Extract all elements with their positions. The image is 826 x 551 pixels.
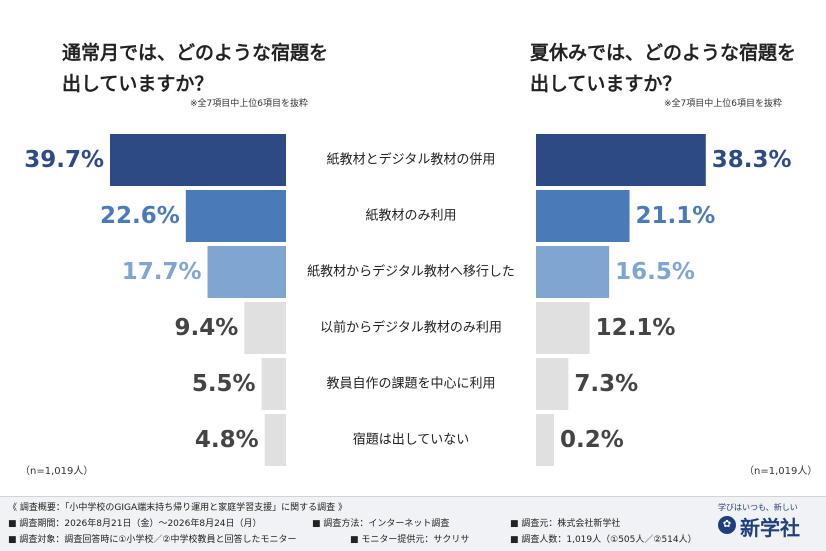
right-sample-size: （n=1,019人） — [744, 466, 818, 477]
right-bar — [536, 190, 630, 242]
left-sample-size: （n=1,019人） — [20, 466, 94, 477]
left-bar — [264, 414, 286, 466]
left-bar-value-label: 22.6% — [100, 203, 180, 229]
survey-footer: 《 調査概要：「小中学校のGIGA端末持ち帰り運用と家庭学習支援」に関する調査 … — [0, 496, 826, 551]
logo-tagline: 学びはいつも、新しい — [718, 503, 798, 512]
left-bar — [185, 190, 286, 242]
survey-target: ■ 調査対象：調査回答時に①小学校／②中学校教員と回答したモニター — [8, 535, 297, 545]
left-bar-value-label: 9.4% — [175, 315, 239, 341]
logo-name: 新学社 — [740, 516, 800, 540]
category-label: 宿題は出していない — [353, 432, 470, 448]
category-label: 紙教材からデジタル教材へ移行した — [307, 264, 515, 280]
shingakusha-logo-icon: ✿ — [718, 516, 736, 534]
survey-source: ■ 調査元：株式会社新学社 — [510, 519, 621, 529]
right-chart-note: ※全7項目中上位6項目を抜粋 — [664, 99, 782, 109]
right-bar — [536, 358, 569, 410]
chart-svg: 39.7% 紙教材とデジタル教材の併用 38.3% 22.6% 紙教材のみ利用 21.1%… — [24, 134, 792, 466]
survey-method: ■ 調査方法：インターネット調査 — [312, 519, 450, 529]
left-bar — [207, 246, 286, 298]
left-bar — [261, 358, 286, 410]
right-bar — [536, 302, 590, 354]
category-label: 教員自作の課題を中心に利用 — [326, 376, 495, 392]
left-bar — [244, 302, 286, 354]
right-chart-title: 夏休みでは、どのような宿題を 出していますか？ — [530, 42, 797, 95]
right-bar-value-label: 38.3% — [712, 147, 792, 173]
right-bar — [536, 134, 706, 186]
shingakusha-logo: 学びはいつも、新しい ✿ 新学社 — [718, 502, 818, 546]
left-bar-value-label: 39.7% — [24, 147, 104, 173]
survey-sample-count: ■ 調査人数：1,019人（①505人／②514人） — [510, 535, 697, 545]
category-label: 紙教材のみ利用 — [365, 208, 456, 224]
left-bar-value-label: 4.8% — [195, 427, 259, 453]
survey-summary-heading: 《 調査概要：「小中学校のGIGA端末持ち帰り運用と家庭学習支援」に関する調査 … — [8, 503, 347, 513]
left-bar — [110, 134, 286, 186]
right-bar — [536, 246, 610, 298]
left-chart-title: 通常月では、どのような宿題を 出していますか？ — [62, 42, 329, 95]
right-bar-value-label: 12.1% — [596, 315, 676, 341]
survey-period: ■ 調査期間：2026年8月21日（金）〜2026年8月24日（月） — [8, 519, 262, 529]
survey-monitor-provider: ■ モニター提供元：サクリサ — [350, 535, 470, 545]
right-bar-value-label: 0.2% — [560, 427, 624, 453]
right-bar-value-label: 7.3% — [574, 371, 638, 397]
right-bar-value-label: 16.5% — [615, 259, 695, 285]
category-label: 以前からデジタル教材のみ利用 — [320, 320, 502, 336]
right-bar-value-label: 21.1% — [636, 203, 716, 229]
left-bar-value-label: 17.7% — [122, 259, 202, 285]
right-bar — [536, 414, 554, 466]
left-chart-note: ※全7項目中上位6項目を抜粋 — [190, 99, 308, 109]
left-bar-value-label: 5.5% — [192, 371, 256, 397]
category-label: 紙教材とデジタル教材の併用 — [327, 152, 496, 168]
